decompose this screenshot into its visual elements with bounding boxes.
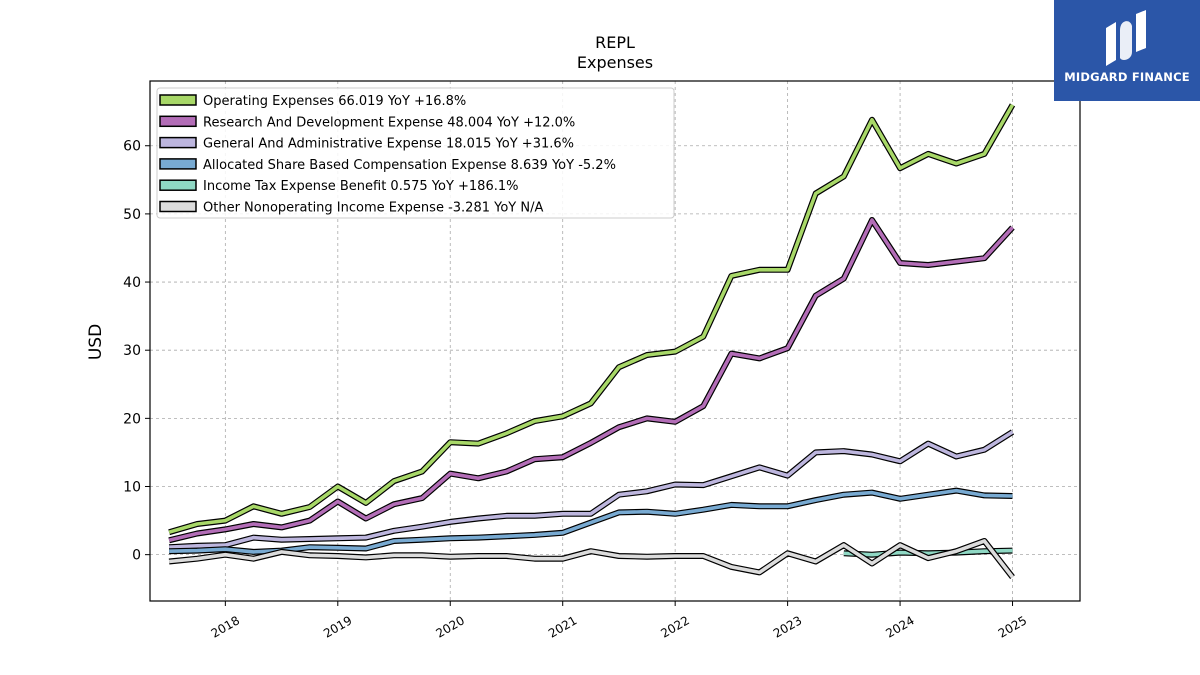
legend-label: Allocated Share Based Compensation Expen… <box>203 158 616 173</box>
series-line-3 <box>169 488 1013 554</box>
chart-title: REPL <box>595 33 635 52</box>
chart-subtitle: Expenses <box>577 53 653 72</box>
brand-logo: MIDGARD FINANCE <box>1054 0 1200 101</box>
x-tick-label: 2019 <box>321 613 354 640</box>
legend-label: Research And Development Expense 48.004 … <box>203 115 575 130</box>
y-tick-label: 10 <box>123 480 141 496</box>
x-tick-label: 2018 <box>209 613 242 640</box>
y-tick-label: 60 <box>123 139 141 155</box>
y-tick-label: 0 <box>132 548 141 564</box>
legend-swatch <box>159 136 197 149</box>
legend-label: General And Administrative Expense 18.01… <box>203 137 574 152</box>
series-line-outline <box>168 429 1015 551</box>
legend-swatch <box>159 200 197 213</box>
legend-swatch <box>159 179 197 191</box>
y-tick-label: 40 <box>123 275 141 291</box>
x-tick-label: 2025 <box>996 613 1029 640</box>
legend: Operating Expenses 66.019 YoY +16.8% Rese… <box>156 87 675 219</box>
legend-swatch <box>159 115 197 128</box>
x-tick-label: 2021 <box>546 613 579 640</box>
series-line-outline <box>168 217 1015 544</box>
y-tick-label: 30 <box>123 343 141 359</box>
series-line-0 <box>168 104 1015 534</box>
legend-label: Income Tax Expense Benefit 0.575 YoY +18… <box>203 179 518 194</box>
plot-frame <box>149 80 1081 602</box>
brand-name: MIDGARD FINANCE <box>1064 70 1190 84</box>
x-ticks: 2018 2019 2020 2021 2022 2023 2024 2025 <box>209 601 1029 641</box>
x-tick-label: 2024 <box>883 613 916 640</box>
legend-swatch <box>159 158 197 170</box>
midgard-logo-icon <box>1106 10 1146 66</box>
y-axis-label: USD <box>86 324 106 360</box>
legend-box <box>156 87 675 219</box>
series-line-2 <box>169 430 1014 549</box>
x-tick-label: 2023 <box>771 613 804 640</box>
legend-label: Other Nonoperating Income Expense -3.281… <box>203 201 543 216</box>
legend-label: Operating Expenses 66.019 YoY +16.8% <box>203 94 466 109</box>
y-tick-label: 20 <box>123 411 141 427</box>
series-line-5 <box>168 539 1014 579</box>
y-tick-label: 50 <box>123 207 141 223</box>
x-tick-label: 2020 <box>434 613 467 640</box>
series-line-4 <box>843 548 1013 557</box>
legend-swatch <box>159 94 197 106</box>
grid <box>150 81 1080 601</box>
x-tick-label: 2022 <box>658 613 691 640</box>
y-ticks: 0 10 20 30 40 50 60 <box>123 139 150 564</box>
series-line-1 <box>168 218 1014 543</box>
series-layer <box>168 103 1016 579</box>
